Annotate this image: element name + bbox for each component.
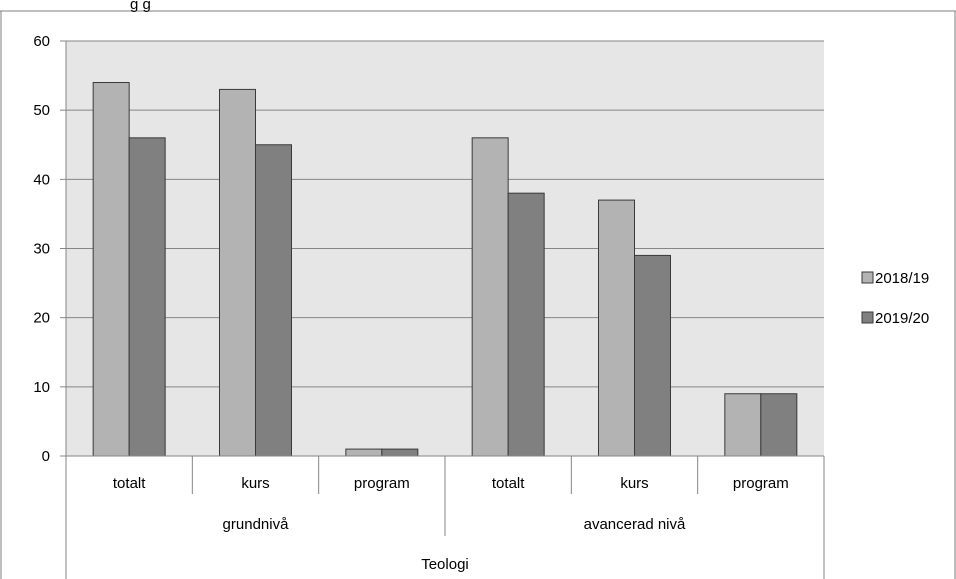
bar: [599, 200, 635, 456]
legend-label: 2018/19: [875, 270, 929, 287]
x-category-label: program: [354, 475, 410, 492]
legend-swatch: [862, 312, 873, 323]
bar: [725, 394, 761, 456]
bar: [93, 83, 129, 457]
x-category-label: totalt: [492, 475, 525, 492]
bar: [256, 145, 292, 456]
x-group-label: grundnivå: [223, 516, 290, 533]
bar: [761, 394, 797, 456]
y-tick-label: 50: [33, 102, 50, 119]
legend-swatch: [862, 272, 873, 283]
bar: [635, 255, 671, 456]
x-category-label: totalt: [113, 475, 146, 492]
bar: [220, 89, 256, 456]
bar: [508, 193, 544, 456]
y-tick-label: 10: [33, 379, 50, 396]
legend: 2018/19 2019/20: [862, 270, 929, 327]
x-supergroup-label: Teologi: [421, 556, 469, 573]
bar: [472, 138, 508, 456]
x-group-label: avancerad nivå: [584, 516, 686, 533]
y-tick-label: 60: [33, 33, 50, 50]
x-axis: totalt kurs program totalt kurs program grundn…: [66, 456, 824, 579]
y-tick-label: 20: [33, 310, 50, 327]
y-tick-label: 40: [33, 171, 50, 188]
bar: [382, 449, 418, 456]
x-category-label: kurs: [620, 475, 648, 492]
bar: [346, 449, 382, 456]
chart-title-partial: g g: [130, 0, 151, 13]
y-tick-label: 0: [42, 448, 50, 465]
y-tick-label: 30: [33, 241, 50, 258]
bar: [129, 138, 165, 456]
x-category-label: kurs: [241, 475, 269, 492]
legend-label: 2019/20: [875, 310, 929, 327]
x-category-label: program: [733, 475, 789, 492]
y-axis: 0 10 20 30 40 50 60: [33, 33, 66, 465]
